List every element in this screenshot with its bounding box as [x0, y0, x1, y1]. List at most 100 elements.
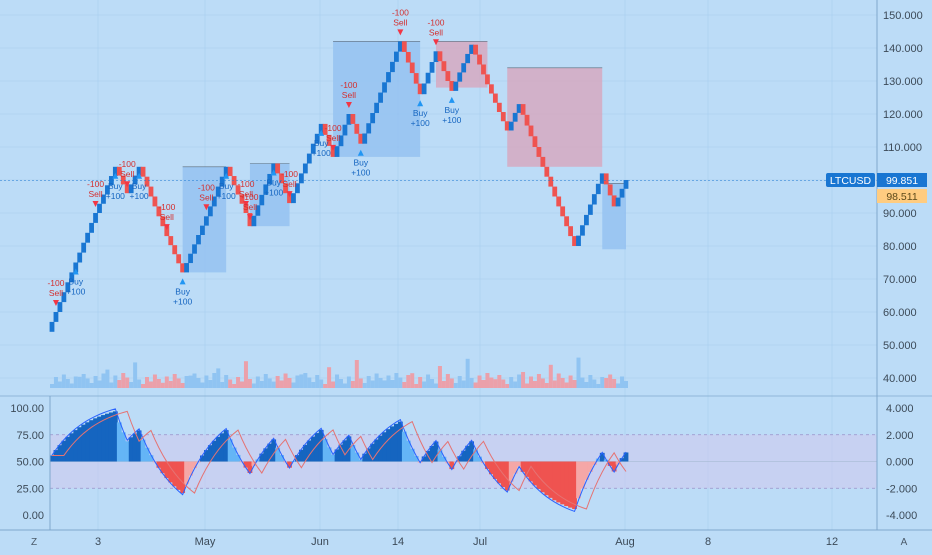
- renko-brick-up: [215, 186, 221, 197]
- price-tick-label: 80.000: [883, 241, 917, 253]
- volume-bar: [485, 373, 490, 388]
- volume-bar: [477, 375, 482, 388]
- oscillator-slow-line: [52, 410, 627, 510]
- oscillator-right-axis[interactable]: 4.000 2.000 0.000 -2.000 -4.000: [886, 403, 917, 522]
- buy-label: Buy: [132, 181, 147, 191]
- time-axis[interactable]: 3 May Jun 14 Jul Aug 8 12: [95, 536, 838, 548]
- buy-amount-label: +100: [411, 118, 430, 128]
- volume-bar: [259, 381, 264, 388]
- profit-zone: [333, 41, 421, 157]
- oscillator-left-axis[interactable]: 100.00 75.00 50.00 25.00 0.00: [10, 403, 44, 522]
- histogram-bar-positive: [120, 432, 126, 462]
- sell-amount-label: -100: [427, 17, 444, 27]
- volume-bar: [156, 379, 161, 388]
- histogram-bar-positive: [409, 448, 415, 462]
- volume-bar: [536, 374, 541, 388]
- renko-brick-down: [413, 73, 419, 84]
- renko-brick-down: [116, 166, 122, 176]
- sell-arrow-icon: [242, 201, 249, 207]
- oscillator-right-tick: 0.000: [886, 457, 914, 469]
- histogram-bar-positive: [437, 449, 443, 462]
- loss-zone: [507, 67, 603, 167]
- histogram-bar-negative: [504, 461, 510, 491]
- renko-brick-up: [314, 133, 320, 144]
- histogram-bar-positive: [112, 411, 118, 462]
- sell-amount-label: -100: [241, 192, 258, 202]
- buy-arrow-icon: [136, 172, 143, 179]
- histogram-bar-positive: [223, 430, 229, 462]
- histogram-bar-negative: [568, 461, 573, 508]
- histogram-bar-positive: [207, 445, 213, 462]
- histogram-bar-negative: [512, 461, 518, 474]
- volume-bar: [200, 382, 205, 388]
- histogram-bar-negative: [607, 461, 613, 466]
- renko-brick-up: [390, 61, 395, 73]
- histogram-bar-positive: [350, 444, 356, 462]
- renko-brick-down: [528, 125, 534, 137]
- renko-brick-up: [394, 51, 399, 62]
- histogram-bar-negative: [520, 461, 526, 472]
- symbol-badge[interactable]: LTCUSD: [826, 173, 875, 187]
- renko-brick-down: [358, 133, 364, 144]
- sell-amount-label: -100: [158, 202, 175, 212]
- histogram-bar-positive: [69, 433, 75, 462]
- histogram-bar-positive: [85, 422, 91, 462]
- renko-brick-up: [136, 166, 142, 176]
- renko-brick-up: [263, 184, 269, 195]
- renko-brick-down: [235, 185, 241, 195]
- volume-bar: [232, 384, 237, 388]
- renko-brick-down: [485, 74, 490, 85]
- buy-label: Buy: [353, 158, 368, 168]
- volume-bar: [283, 373, 288, 388]
- renko-brick-down: [152, 196, 158, 207]
- histogram-bar-positive: [441, 456, 447, 462]
- histogram-bar-negative: [591, 461, 597, 465]
- histogram-bar-positive: [473, 449, 478, 462]
- volume-bar: [378, 378, 383, 388]
- volume-bar: [212, 373, 217, 388]
- price-tick-label: 50.000: [883, 340, 917, 352]
- volume-bar: [204, 375, 209, 388]
- renko-brick-down: [603, 173, 609, 185]
- renko-brick-up: [255, 205, 261, 216]
- histogram-bar-positive: [295, 455, 300, 462]
- renko-brick-up: [461, 63, 467, 73]
- volume-bar: [592, 379, 597, 388]
- volume-bar: [196, 378, 201, 388]
- volume-bar: [164, 376, 169, 388]
- volume-bar: [105, 369, 110, 388]
- renko-brick-down: [124, 184, 130, 194]
- volume-bar: [69, 383, 74, 388]
- histogram-bar-positive: [140, 439, 146, 462]
- histogram-bar-positive: [89, 420, 94, 462]
- histogram-bar-negative: [164, 461, 170, 479]
- volume-bar: [299, 374, 304, 388]
- histogram-bar-positive: [235, 454, 241, 462]
- volume-bar: [465, 358, 470, 388]
- histogram-bar-negative: [587, 461, 593, 472]
- histogram-bar-positive: [81, 424, 87, 462]
- sell-arrow-icon: [52, 300, 59, 306]
- buy-label: Buy: [444, 105, 459, 115]
- renko-brick-down: [441, 61, 447, 72]
- signal-markers: -100SellBuy+100-100SellBuy+100-100SellBu…: [47, 7, 461, 306]
- volume-bar: [457, 376, 462, 388]
- histogram-bar-negative: [508, 461, 514, 482]
- volume-bar: [168, 381, 173, 388]
- timezone-button[interactable]: Z: [31, 537, 37, 548]
- auto-scale-button[interactable]: A: [901, 537, 908, 548]
- volume-bar: [160, 382, 165, 388]
- volume-bar: [247, 379, 252, 388]
- prev-price-label: 98.511: [886, 191, 917, 203]
- volume-bar: [236, 377, 241, 388]
- renko-brick-down: [540, 156, 546, 167]
- volume-bar: [148, 381, 153, 388]
- histogram-bar-positive: [65, 436, 71, 462]
- histogram-bar-negative: [243, 461, 249, 468]
- sell-amount-label: -100: [198, 182, 215, 192]
- histogram-bar-positive: [124, 441, 130, 462]
- sell-label: Sell: [88, 189, 102, 199]
- volume-bar: [319, 379, 324, 388]
